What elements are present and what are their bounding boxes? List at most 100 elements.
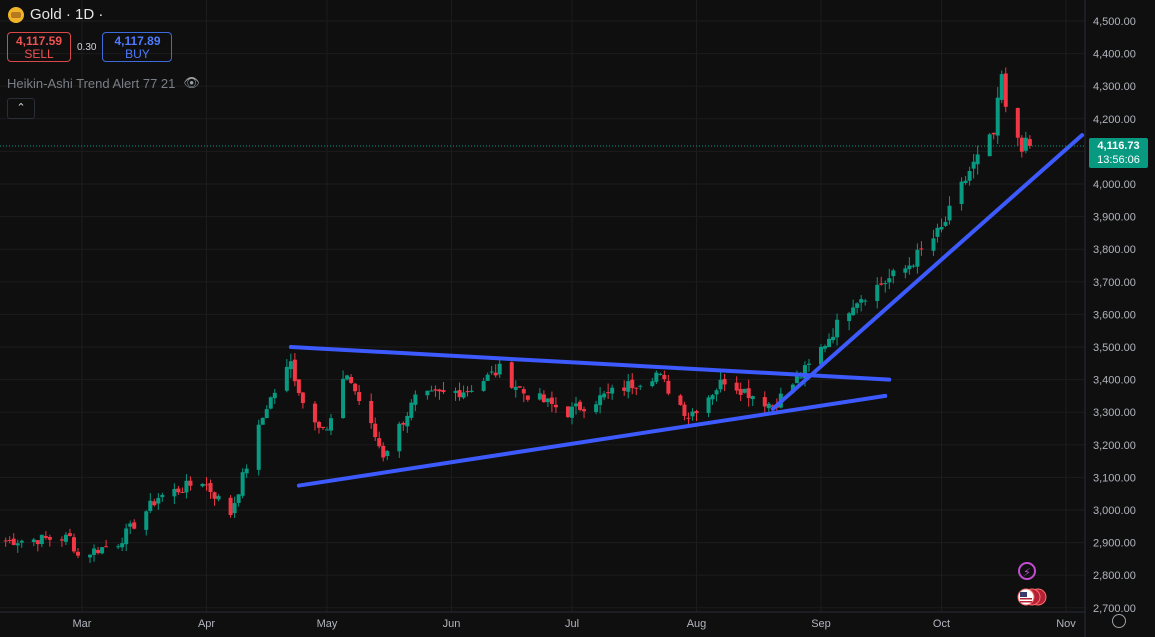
trendline-lower[interactable]: [296, 393, 888, 488]
indicator-label: Heikin-Ashi Trend Alert 77 21: [7, 75, 176, 91]
candle-body: [100, 547, 105, 554]
trendline-breakout[interactable]: [770, 133, 1085, 411]
candle-body: [268, 397, 273, 409]
x-tick-label: Nov: [1056, 618, 1076, 630]
candle-body: [156, 497, 161, 504]
candle-body: [666, 380, 671, 394]
candle-body: [658, 373, 663, 375]
us-flag-event-icon[interactable]: [1017, 588, 1047, 606]
y-tick-label: 4,200.00: [1093, 114, 1136, 126]
candle-body: [686, 417, 691, 419]
candle-body: [172, 488, 177, 497]
candle-body: [493, 372, 498, 376]
candle-body: [762, 397, 767, 407]
candle-body: [907, 265, 912, 270]
candle-body: [863, 300, 868, 302]
chevron-up-icon[interactable]: ⌃: [7, 98, 35, 119]
trendline-upper[interactable]: [288, 345, 892, 382]
candle-body: [541, 394, 546, 403]
gear-icon[interactable]: [1112, 614, 1126, 628]
candle-body: [240, 472, 245, 496]
candle-body: [461, 392, 466, 398]
candle-body: [662, 374, 667, 380]
y-tick-label: 2,900.00: [1093, 538, 1136, 550]
candle-body: [943, 221, 948, 226]
candle-body: [104, 546, 109, 548]
indicator-legend[interactable]: Heikin-Ashi Trend Alert 77 21 👁: [7, 75, 200, 91]
candle-body: [324, 429, 329, 431]
candle-body: [798, 377, 803, 379]
candle-body: [565, 406, 570, 418]
candle-body: [31, 539, 36, 543]
candle-body: [734, 382, 739, 391]
candle-body: [59, 539, 64, 541]
candle-body: [228, 497, 233, 515]
candle-body: [453, 390, 458, 393]
candle-body: [353, 383, 358, 392]
candle-body: [425, 390, 430, 396]
candle-body: [369, 400, 374, 424]
eye-off-icon[interactable]: 👁: [183, 75, 200, 90]
candle-body: [264, 409, 269, 419]
candle-body: [690, 411, 695, 417]
candle-body: [184, 480, 189, 493]
candle-body: [216, 496, 221, 500]
buy-button[interactable]: 4,117.89 BUY: [102, 32, 173, 62]
candle-body: [316, 421, 321, 428]
candle-body: [39, 534, 44, 545]
candle-body: [578, 401, 583, 410]
y-tick-label: 3,000.00: [1093, 505, 1136, 517]
candle-body: [525, 395, 530, 400]
candle-body: [722, 379, 727, 385]
candle-body: [43, 536, 48, 538]
candle-body: [594, 404, 599, 412]
candle-body: [3, 540, 8, 542]
y-tick-label: 3,100.00: [1093, 472, 1136, 484]
x-tick-label: Apr: [198, 618, 215, 630]
candle-body: [236, 494, 241, 503]
candle-body: [116, 546, 121, 548]
sell-price: 4,117.59: [15, 34, 63, 48]
lightning-event-icon[interactable]: ⚡: [1018, 562, 1036, 580]
candle-body: [694, 411, 699, 414]
gold-icon: [8, 6, 24, 23]
candle-body: [232, 503, 237, 514]
candle-body: [569, 406, 574, 418]
candle-body: [622, 387, 627, 391]
candle-body: [819, 346, 824, 365]
candle-body: [312, 403, 317, 423]
candle-body: [75, 551, 80, 556]
candle-body: [429, 390, 434, 392]
candle-body: [537, 393, 542, 400]
candle-body: [71, 537, 76, 552]
candle-body: [947, 205, 952, 221]
candle-body: [678, 395, 683, 405]
candle-body: [883, 283, 888, 285]
x-tick-label: Mar: [73, 618, 92, 630]
candle-body: [457, 390, 462, 398]
candle-body: [802, 365, 807, 379]
candle-body: [718, 379, 723, 390]
x-tick-label: Jun: [443, 618, 461, 630]
candle-body: [959, 181, 964, 205]
candle-body: [212, 492, 217, 499]
symbol-header[interactable]: Gold · 1D ·: [8, 6, 103, 23]
candle-body: [88, 554, 93, 558]
candle-body: [823, 346, 828, 349]
candle-body: [329, 418, 334, 431]
candle-body: [148, 500, 153, 511]
candle-body: [714, 390, 719, 395]
sell-label: SELL: [24, 47, 54, 61]
candle-body: [160, 494, 165, 498]
candle-body: [766, 403, 771, 409]
candle-body: [120, 543, 125, 548]
candle-body: [738, 388, 743, 395]
x-tick-label: May: [317, 618, 338, 630]
sell-button[interactable]: 4,117.59 SELL: [7, 32, 71, 62]
candle-body: [521, 389, 526, 394]
candle-body: [806, 363, 811, 365]
candle-body: [152, 501, 157, 506]
buy-label: BUY: [125, 47, 150, 61]
candle-body: [288, 361, 293, 370]
